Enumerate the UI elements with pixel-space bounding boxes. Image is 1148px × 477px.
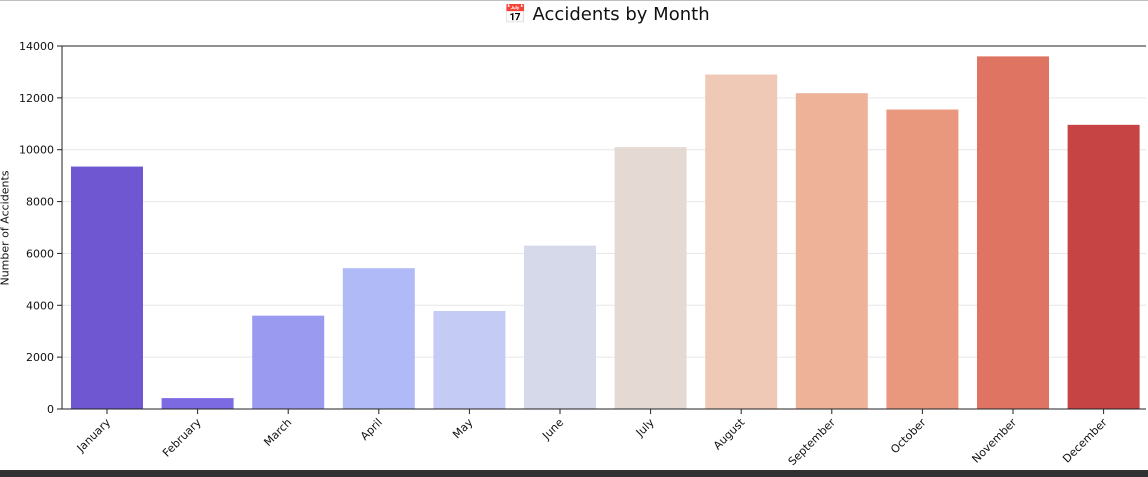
top-divider bbox=[0, 0, 1148, 1]
bar-february bbox=[161, 398, 234, 409]
x-tick-label: February bbox=[160, 416, 204, 460]
y-ticks: 0 2000 4000 6000 8000 10000 12000 14000 bbox=[19, 40, 62, 416]
x-tick-label: November bbox=[969, 416, 1019, 466]
bar-may bbox=[433, 310, 506, 409]
bar-december bbox=[1067, 124, 1140, 409]
bar-march bbox=[252, 315, 325, 409]
x-tick-label: December bbox=[1060, 416, 1110, 466]
y-tick-label: 10000 bbox=[19, 144, 54, 157]
x-tick-label: September bbox=[786, 416, 839, 469]
bar-july bbox=[614, 147, 687, 409]
y-tick-label: 4000 bbox=[26, 299, 54, 312]
chart-title: 📅 Accidents by Month bbox=[504, 4, 710, 25]
x-tick-label: June bbox=[539, 416, 566, 443]
x-tick-label: August bbox=[711, 415, 748, 452]
axes bbox=[61, 45, 1146, 410]
y-tick-label: 12000 bbox=[19, 92, 54, 105]
bar-october bbox=[886, 109, 959, 410]
bar-june bbox=[524, 245, 596, 409]
x-tick-label: April bbox=[358, 416, 385, 443]
y-tick-label: 0 bbox=[47, 403, 54, 416]
y-tick-label: 2000 bbox=[26, 351, 54, 364]
bar-january bbox=[71, 166, 143, 409]
bars bbox=[71, 56, 1140, 410]
bar-november bbox=[977, 56, 1049, 409]
bar-august bbox=[705, 74, 778, 410]
y-tick-label: 6000 bbox=[26, 247, 54, 260]
x-tick-label: October bbox=[888, 416, 929, 457]
y-tick-label: 14000 bbox=[19, 40, 54, 53]
x-ticks: January February March April May June July Augu… bbox=[74, 409, 1110, 468]
bottom-scrollbar-track bbox=[0, 470, 1148, 477]
x-tick-label: January bbox=[74, 416, 114, 456]
x-tick-label: July bbox=[633, 416, 657, 440]
bar-september bbox=[795, 93, 868, 409]
y-tick-label: 8000 bbox=[26, 196, 54, 209]
bar-april bbox=[342, 268, 415, 409]
x-tick-label: March bbox=[261, 416, 294, 449]
x-tick-label: May bbox=[450, 416, 476, 442]
